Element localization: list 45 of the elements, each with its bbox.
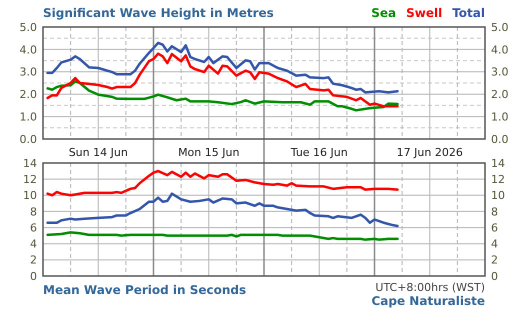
y-tick-label: 5.0 <box>20 20 37 34</box>
x-tick-label: Mon 15 Jun <box>178 146 240 159</box>
x-tick-label: 17 Jun 2026 <box>396 146 463 159</box>
line-series <box>46 192 399 228</box>
y2-tick-label: 3.0 <box>491 66 508 79</box>
line-series <box>46 52 399 108</box>
line-series <box>46 170 399 197</box>
y2-tick-label: 14 <box>491 156 505 170</box>
y2-tick-label: 0 <box>491 270 498 283</box>
y-tick-label: 10 <box>23 189 37 202</box>
x-tick-label: Tue 16 Jun <box>290 146 348 159</box>
line-series <box>46 231 399 241</box>
y-tick-label: 4 <box>30 238 37 251</box>
y-tick-label: 4.0 <box>20 43 37 56</box>
y-tick-label: 14 <box>23 156 37 170</box>
y2-tick-label: 4.0 <box>491 43 508 56</box>
y2-tick-label: 12 <box>491 172 505 186</box>
y2-tick-label: 10 <box>491 189 505 202</box>
y-tick-label: 2 <box>30 254 37 267</box>
y2-tick-label: 4 <box>491 238 498 251</box>
y-tick-label: 2.0 <box>20 88 37 102</box>
y2-tick-label: 2 <box>491 254 498 267</box>
y-tick-label: 8 <box>30 205 37 218</box>
y2-tick-label: 8 <box>491 205 498 218</box>
y2-tick-label: 6 <box>491 221 498 234</box>
y2-tick-label: 2.0 <box>491 88 508 102</box>
text: Cape Naturaliste <box>372 294 485 308</box>
text: Swell <box>406 6 442 20</box>
y-tick-label: 0.0 <box>20 132 37 146</box>
y2-tick-label: 1.0 <box>491 110 508 124</box>
x-tick-label: Sun 14 Jun <box>68 146 128 159</box>
y-tick-label: 3.0 <box>20 66 37 79</box>
text: Sea <box>371 6 396 20</box>
y2-tick-label: 0.0 <box>491 132 508 146</box>
text: UTC+8:00hrs (WST) <box>375 281 485 294</box>
text: Total <box>452 6 485 20</box>
y-tick-label: 0 <box>30 270 37 283</box>
line-series <box>46 42 399 94</box>
y-tick-label: 12 <box>23 172 37 186</box>
line-series <box>46 80 399 112</box>
text: Mean Wave Period in Seconds <box>43 283 246 297</box>
y-tick-label: 6 <box>30 221 37 234</box>
y2-tick-label: 5.0 <box>491 20 508 34</box>
chart-title: Significant Wave Height in Metres <box>43 6 274 20</box>
y-tick-label: 1.0 <box>20 110 37 124</box>
